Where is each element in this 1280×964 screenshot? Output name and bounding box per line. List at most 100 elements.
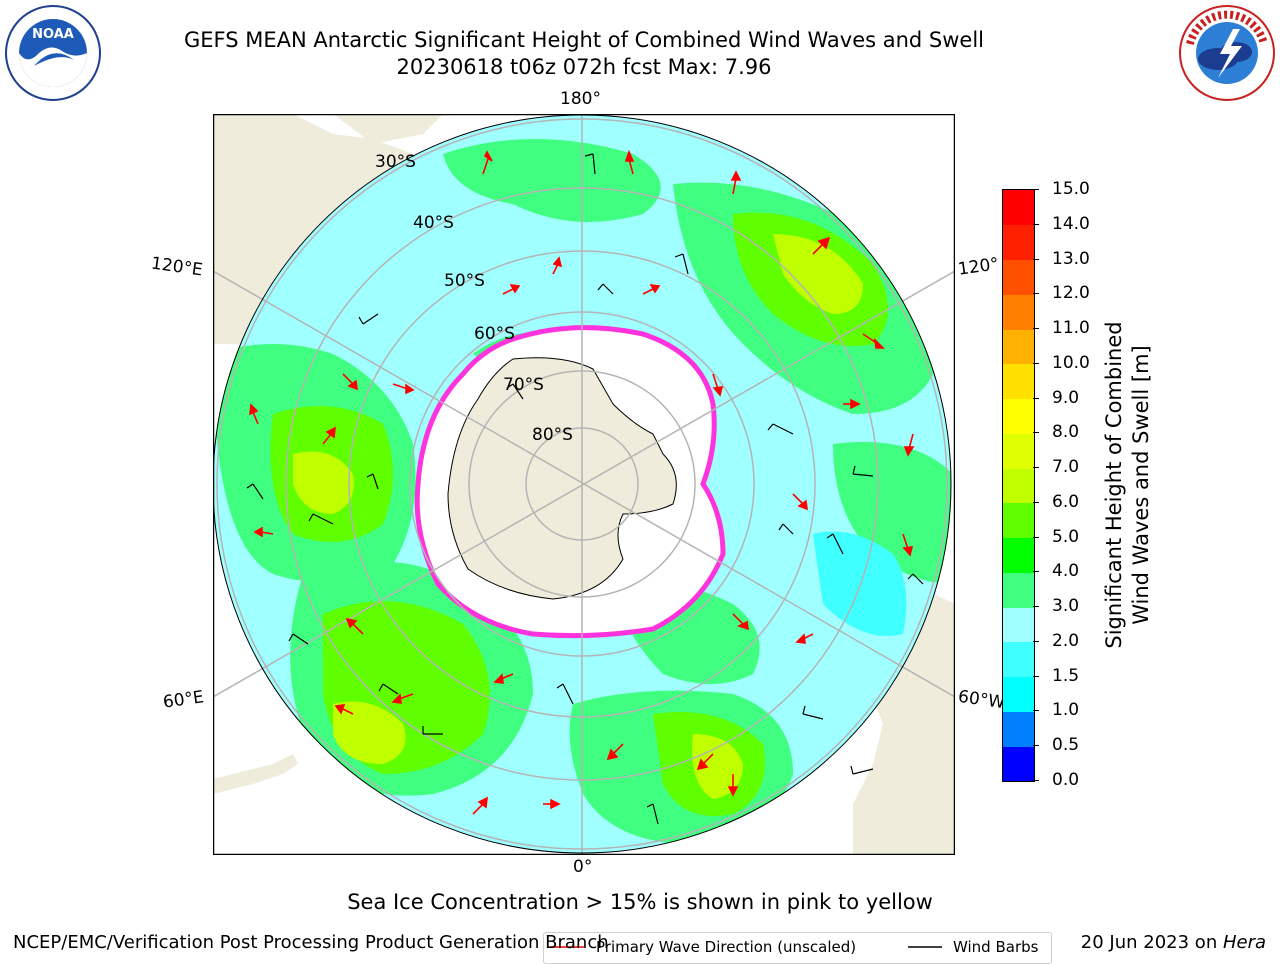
colorbar-tick-label: 5.0 xyxy=(1052,526,1080,547)
wave-arrow-head xyxy=(795,633,806,644)
colorbar-tick-label: 8.0 xyxy=(1052,422,1080,443)
colorbar-tick-label: 0.5 xyxy=(1052,735,1080,756)
wave-arrow xyxy=(902,533,909,550)
wind-barb xyxy=(597,283,614,295)
wave-arrow xyxy=(342,373,354,385)
colorbar-band xyxy=(1003,329,1034,365)
wind-barb xyxy=(826,533,844,555)
colorbar-tick-label: 15.0 xyxy=(1052,179,1090,199)
lat-label-80: 80°S xyxy=(532,425,573,445)
colorbar-tick-mark xyxy=(1033,536,1039,538)
wind-barb xyxy=(288,633,309,645)
noaa-logo-text: NOAA xyxy=(32,27,74,42)
wind-barb xyxy=(308,513,334,525)
nws-logo xyxy=(1179,5,1275,101)
colorbar-band xyxy=(1003,398,1034,434)
colorbar-tick-label: 7.0 xyxy=(1052,457,1080,478)
wave-arrow xyxy=(502,288,514,295)
wave-arrow-head xyxy=(696,758,709,771)
lat-label-60: 60°S xyxy=(474,324,515,344)
colorbar-band xyxy=(1003,468,1034,504)
chart-subtitle: 20230618 t06z 072h fcst Max: 7.96 xyxy=(396,55,772,79)
wave-arrow xyxy=(322,433,332,445)
wave-arrow xyxy=(792,493,804,505)
wave-arrow xyxy=(472,803,484,815)
wave-arrow-head xyxy=(873,337,885,349)
antarctic-continent xyxy=(447,357,677,600)
colorbar-band xyxy=(1003,294,1034,330)
wave-arrow-head xyxy=(405,383,415,395)
colorbar-tick-mark xyxy=(1033,293,1039,295)
colorbar-band xyxy=(1003,190,1034,226)
wave-arrow xyxy=(812,243,824,255)
wind-barb xyxy=(907,573,924,585)
colorbar-tick-mark xyxy=(1033,258,1039,260)
colorbar-band xyxy=(1003,607,1034,643)
map-legend: Primary Wave Direction (unscaled) Wind B… xyxy=(543,932,1052,964)
colorbar-tick-mark xyxy=(1033,397,1039,399)
wave-arrow xyxy=(352,623,364,635)
wave-arrow xyxy=(642,288,654,295)
colorbar-band xyxy=(1003,572,1034,608)
colorbar-tick-mark xyxy=(1033,328,1039,330)
sea-ice-note: Sea Ice Concentration > 15% is shown in … xyxy=(347,890,933,914)
wave-arrow-head xyxy=(347,379,358,391)
colorbar-tick-label: 11.0 xyxy=(1052,318,1090,339)
wave-arrow xyxy=(398,693,414,700)
wind-barb xyxy=(556,683,574,705)
chart-title: GEFS MEAN Antarctic Significant Height o… xyxy=(183,28,985,52)
wind-barb xyxy=(646,803,659,825)
colorbar-tick-mark xyxy=(1033,780,1039,781)
wave-arrow-head xyxy=(624,149,635,162)
wind-barb xyxy=(778,523,794,535)
colorbar-tick-label: 1.5 xyxy=(1052,665,1080,686)
colorbar-tick-label: 10.0 xyxy=(1052,352,1090,373)
colorbar-tick-label: 2.0 xyxy=(1052,630,1080,651)
colorbar-tick-label: 12.0 xyxy=(1052,283,1090,304)
lon-label-120W: 120° xyxy=(956,254,1001,280)
colorbar-label: Significant Height of Combined Wind Wave… xyxy=(1101,305,1155,665)
wave-arrow xyxy=(260,531,274,535)
colorbar-tick-mark xyxy=(1033,745,1039,747)
lon-label-120E: 120°E xyxy=(149,253,204,281)
lat-label-30: 30°S xyxy=(375,152,416,172)
colorbar-tick-label: 6.0 xyxy=(1052,491,1080,512)
wind-barb xyxy=(506,383,524,400)
wave-arrow-head xyxy=(345,617,358,629)
graticule xyxy=(213,114,955,855)
colorbar-band xyxy=(1003,259,1034,295)
colorbar-tick-mark xyxy=(1033,362,1039,364)
wind-barb xyxy=(422,726,443,735)
polar-map xyxy=(213,114,955,855)
colorbar-band xyxy=(1003,502,1034,539)
colorbar-tick-mark xyxy=(1033,432,1039,434)
wave-arrow-head xyxy=(712,386,724,397)
colorbar-tick-mark xyxy=(1033,467,1039,469)
wave-arrow-head xyxy=(730,170,742,181)
wave-arrow-head xyxy=(736,620,749,631)
lat-label-40: 40°S xyxy=(413,213,454,233)
colorbar xyxy=(1002,189,1035,782)
colorbar-band xyxy=(1003,676,1034,712)
colorbar-label-line1: Significant Height of Combined xyxy=(1102,321,1126,649)
antarctica xyxy=(414,325,726,639)
wind-barb xyxy=(366,473,379,490)
wave-arrow-head xyxy=(817,236,831,250)
wave-arrow xyxy=(702,753,714,765)
colorbar-tick-label: 9.0 xyxy=(1052,387,1080,408)
wave-arrow xyxy=(732,613,744,625)
wave-arrow-head xyxy=(550,798,561,810)
wave-arrow-head xyxy=(727,786,739,797)
map-panel: 30°S 40°S 50°S 60°S 70°S 80°S Primary Wa… xyxy=(213,114,1052,964)
wave-arrow-head xyxy=(649,284,661,294)
wind-barb xyxy=(802,705,824,720)
colorbar-tick-mark xyxy=(1033,710,1039,712)
colorbar-tick-label: 13.0 xyxy=(1052,248,1090,269)
wave-arrow-head xyxy=(509,284,521,294)
wave-arrow-head xyxy=(391,693,402,704)
colorbar-band xyxy=(1003,224,1034,260)
wave-arrow-head xyxy=(477,796,488,809)
wave-arrow-head xyxy=(483,150,493,162)
wave-arrow-head xyxy=(253,526,263,538)
wave-arrow xyxy=(252,411,259,425)
